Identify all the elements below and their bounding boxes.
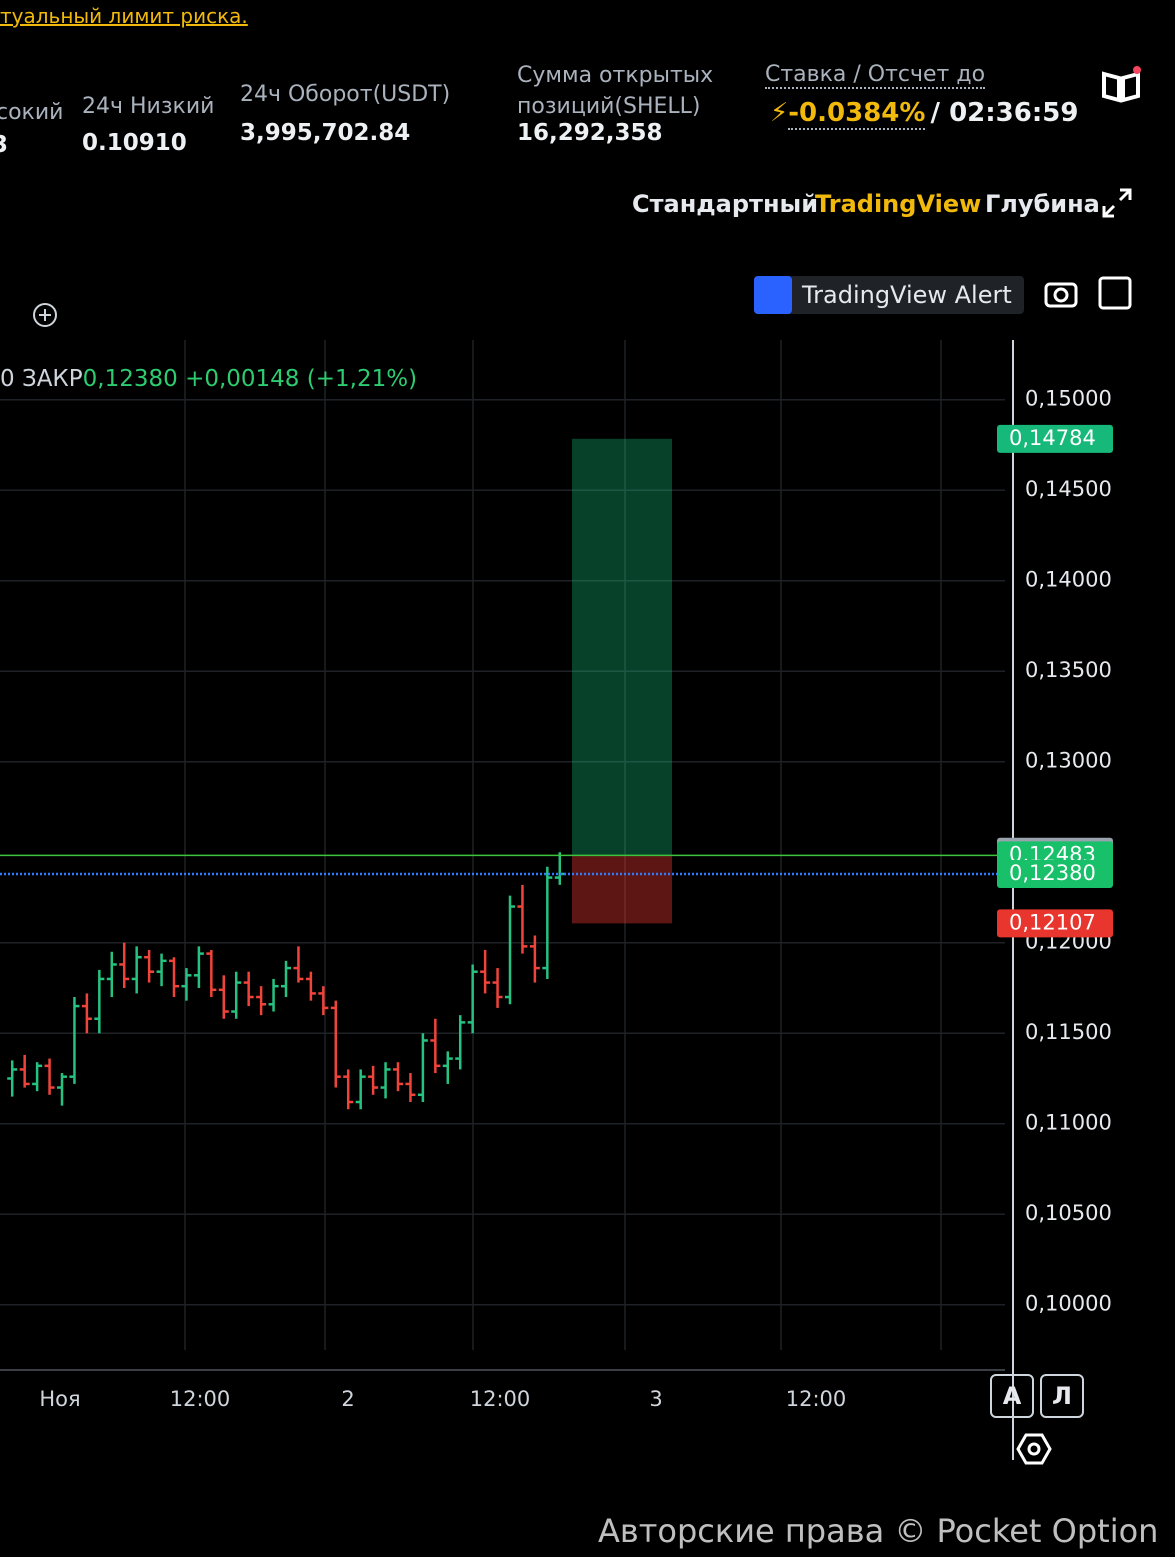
y-tick-label: 0,13500	[1025, 658, 1112, 682]
y-tick-label: 0,13000	[1025, 749, 1112, 773]
risk-link[interactable]: туальный лимит риска.	[0, 4, 248, 28]
auto-scale-button[interactable]: А	[990, 1374, 1034, 1418]
y-tick-label: 0,11000	[1025, 1111, 1112, 1135]
camera-icon[interactable]	[1044, 282, 1078, 308]
tab[interactable]: Глубина	[985, 190, 1100, 218]
price-tag	[997, 424, 1113, 453]
stat-label: Сумма открытых позиций(SHELL)	[517, 63, 714, 119]
y-tick-label: 0,14500	[1025, 477, 1112, 501]
funding-rate: -0.0384%	[788, 98, 926, 130]
stat-value: 0.10910	[82, 130, 187, 156]
chart: Ноя 12:00 2 12:00 3 12:00 0,15000 0,14500 0,1400…	[0, 340, 1113, 1460]
x-tick-label: 3	[649, 1387, 662, 1411]
tab[interactable]: TradingView	[815, 190, 982, 218]
funding: ⚡-0.0384% / 02:36:59	[770, 98, 1079, 130]
stat-value: 3,995,702.84	[240, 120, 411, 146]
settings-icon[interactable]	[1016, 1432, 1052, 1466]
price-tag	[997, 909, 1113, 938]
expand-icon[interactable]	[1100, 186, 1134, 220]
alert-label: TradingView Alert	[802, 281, 1012, 309]
stat-value: 16,292,358	[517, 120, 663, 146]
x-tick-label: 12:00	[470, 1387, 531, 1411]
log-scale-button[interactable]: Л	[1040, 1374, 1084, 1418]
funding-label: Ставка / Отсчет до	[765, 62, 986, 89]
y-tick-label: 0,10500	[1025, 1201, 1112, 1225]
tab[interactable]: Стандартный	[632, 190, 819, 218]
price-tag-label: 0,12107	[1009, 910, 1096, 934]
watermark: Авторские права © Pocket Option	[598, 1512, 1159, 1550]
book-icon[interactable]	[1100, 66, 1142, 106]
x-tick-label: 12:00	[170, 1387, 231, 1411]
legend-close: 0,12380	[82, 366, 178, 392]
y-tick-label: 0,14000	[1025, 568, 1112, 592]
loss-zone	[572, 855, 672, 924]
legend-prefix: 0 ЗАКР	[0, 366, 83, 392]
price-tag-label: 0,12380	[1009, 861, 1096, 885]
countdown: / 02:36:59	[930, 98, 1079, 128]
alert-button[interactable]: TradingView Alert	[754, 276, 1024, 314]
price-tag	[997, 859, 1113, 888]
stat-label: 24ч Низкий	[82, 94, 215, 119]
x-tick-label: 12:00	[786, 1387, 847, 1411]
legend: 0 ЗАКР0,12380 +0,00148 (+1,21%)	[0, 366, 417, 392]
x-tick-label: Ноя	[39, 1387, 80, 1411]
stat-label: сокий	[0, 100, 64, 125]
y-tick-label: 0,10000	[1025, 1292, 1112, 1316]
y-tick-label: 0,11500	[1025, 1020, 1112, 1044]
stat-value: 3	[0, 132, 9, 158]
price-tag-label: 0,14784	[1009, 426, 1096, 450]
x-tick-label: 2	[341, 1387, 354, 1411]
toolbar-icons	[1044, 276, 1132, 310]
legend-change: +0,00148 (+1,21%)	[185, 366, 418, 392]
profit-zone	[572, 438, 672, 856]
y-tick-label: 0,15000	[1025, 387, 1112, 411]
add-indicator[interactable]	[30, 300, 60, 330]
fullscreen-icon[interactable]	[1098, 276, 1132, 310]
stat-label: 24ч Оборот(USDT)	[240, 82, 451, 107]
